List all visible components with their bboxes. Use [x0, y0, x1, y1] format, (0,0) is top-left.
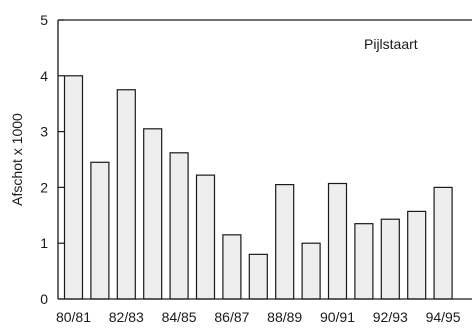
x-tick-label: 80/81 [56, 309, 91, 325]
y-tick-label: 5 [40, 12, 48, 28]
bar-81-82 [90, 161, 110, 300]
x-tick-label: 86/87 [214, 309, 249, 325]
bar-86-87 [222, 234, 242, 300]
y-tick-label: 3 [40, 124, 48, 140]
bar-80-81 [63, 75, 84, 300]
bar-88-89 [275, 184, 295, 300]
bar-91-92 [354, 223, 374, 300]
bar-85-86 [195, 174, 216, 300]
y-ticks-group: 0 1 2 3 4 5 [40, 12, 64, 307]
bar-87-88 [248, 253, 268, 300]
x-tick-label: 88/89 [267, 309, 302, 325]
bar-83-84 [143, 128, 163, 300]
bar-93-94 [407, 210, 427, 300]
y-tick-label: 2 [40, 179, 48, 195]
series-annotation: Pijlstaart [364, 36, 418, 52]
bar-89-90 [301, 242, 321, 300]
bar-84-85 [169, 152, 189, 300]
y-axis-title: Afschot x 1000 [9, 113, 25, 206]
x-tick-label: 92/93 [373, 309, 408, 325]
y-tick-label: 0 [40, 291, 48, 307]
axes-group [57, 19, 472, 300]
bar-94-95 [433, 186, 453, 300]
y-tick-label: 4 [40, 68, 48, 84]
x-tick-labels-group: 80/81 82/83 84/85 86/87 88/89 90/91 92/93 94/95 [56, 309, 461, 325]
bar-90-91 [327, 182, 348, 300]
x-tick-label: 84/85 [162, 309, 197, 325]
y-tick-label: 1 [40, 235, 48, 251]
x-tick-label: 90/91 [320, 309, 355, 325]
x-tick-label: 82/83 [109, 309, 144, 325]
bars-group [63, 75, 453, 300]
bar-92-93 [380, 218, 400, 300]
x-tick-label: 94/95 [426, 309, 461, 325]
bar-82-83 [116, 89, 136, 300]
